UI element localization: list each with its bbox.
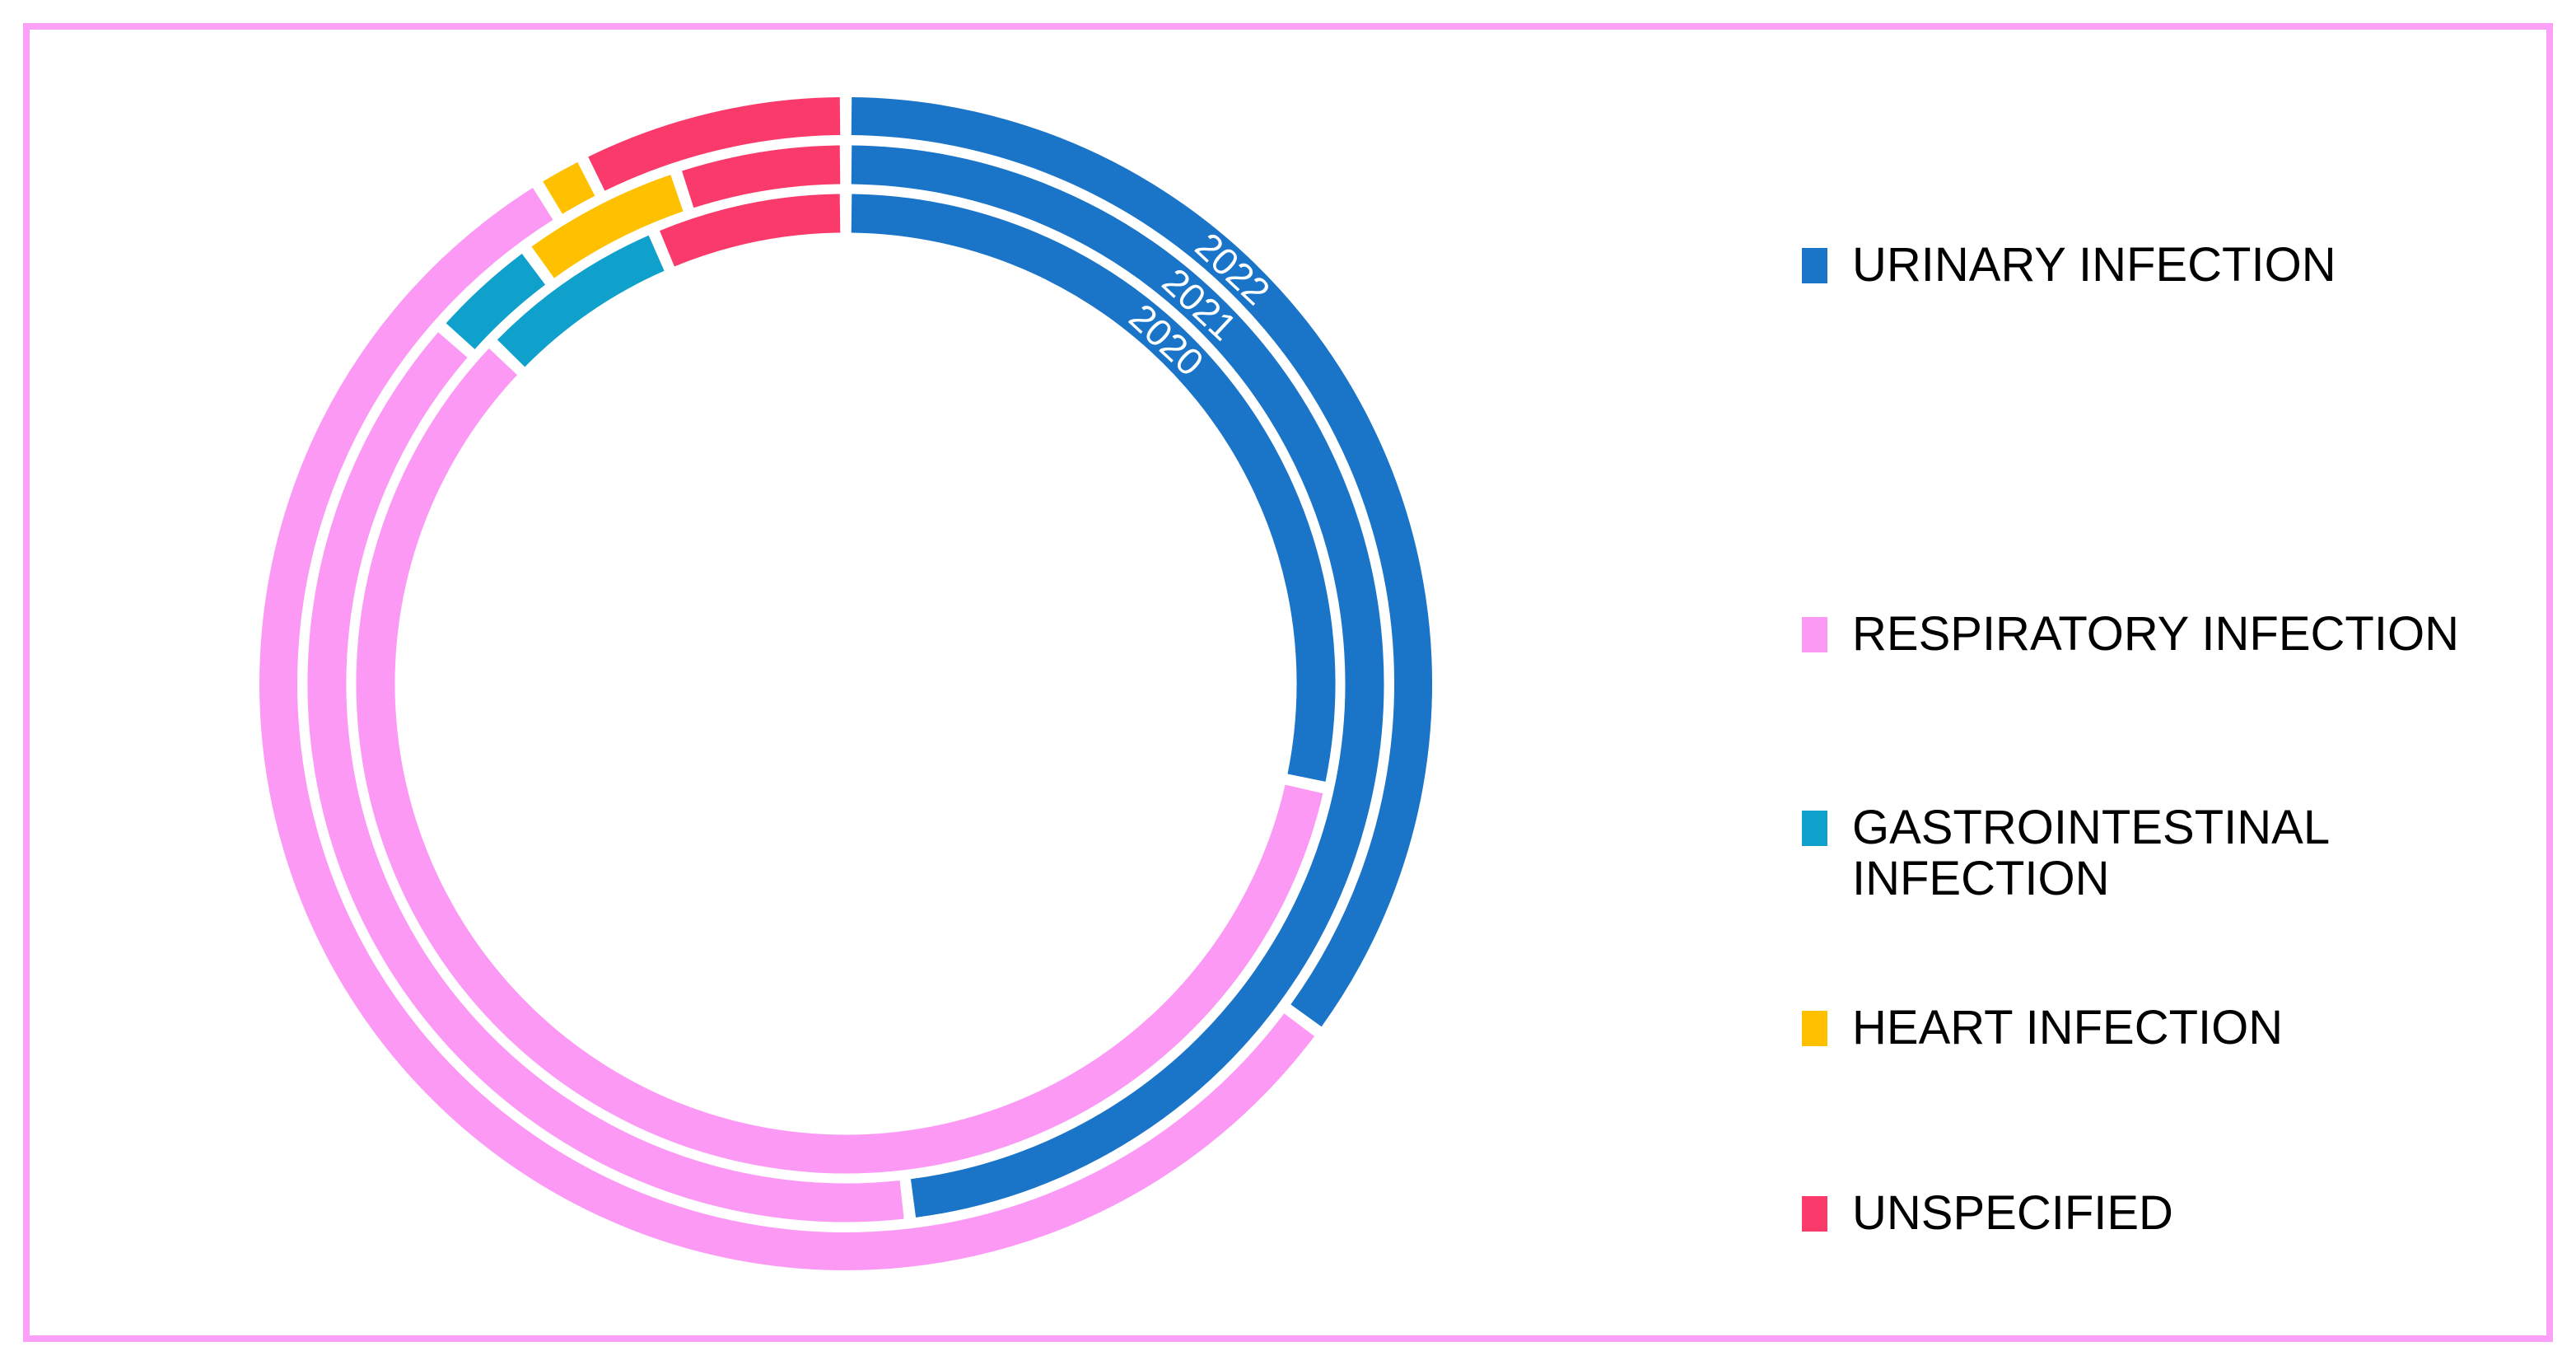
legend-item-heart-infection: HEART INFECTION (1802, 1003, 2527, 1054)
legend-label: GASTROINTESTINAL INFECTION (1852, 801, 2328, 905)
legend-label: HEART INFECTION (1852, 1001, 2284, 1054)
segment-2021-heart-infection (531, 175, 684, 278)
segment-2021-respiratory-infection (307, 332, 904, 1222)
ring-2021: 2021 (307, 145, 1384, 1222)
segment-2022-respiratory-infection (259, 187, 1315, 1270)
ring-2022: 2022 (259, 97, 1433, 1270)
segment-2020-respiratory-infection (356, 348, 1323, 1174)
legend-label: URINARY INFECTION (1852, 238, 2336, 292)
segment-2022-urinary-infection (851, 97, 1433, 1027)
segment-2022-heart-infection (543, 161, 595, 214)
legend-label: UNSPECIFIED (1852, 1186, 2173, 1240)
segment-2022-unspecified (588, 97, 841, 191)
segment-2020-urinary-infection (851, 194, 1336, 782)
legend-item-unspecified: UNSPECIFIED (1802, 1188, 2527, 1239)
segment-2020-unspecified (660, 194, 841, 267)
legend-swatch-icon (1802, 248, 1827, 283)
legend-item-respiratory-infection: RESPIRATORY INFECTION (1802, 609, 2527, 660)
legend-swatch-icon (1802, 811, 1827, 846)
ring-2020: 2020 (356, 194, 1336, 1174)
legend-label: RESPIRATORY INFECTION (1852, 607, 2459, 661)
segment-2021-urinary-infection (851, 145, 1384, 1218)
segment-2021-gastrointestinal-infection (446, 254, 546, 350)
legend-swatch-icon (1802, 617, 1827, 652)
segment-2021-unspecified (682, 145, 841, 208)
legend-item-gastrointestinal-infection: GASTROINTESTINAL INFECTION (1802, 802, 2527, 905)
legend-swatch-icon (1802, 1011, 1827, 1046)
legend-item-urinary-infection: URINARY INFECTION (1802, 240, 2527, 291)
legend-swatch-icon (1802, 1196, 1827, 1232)
segment-2020-gastrointestinal-infection (497, 235, 665, 367)
